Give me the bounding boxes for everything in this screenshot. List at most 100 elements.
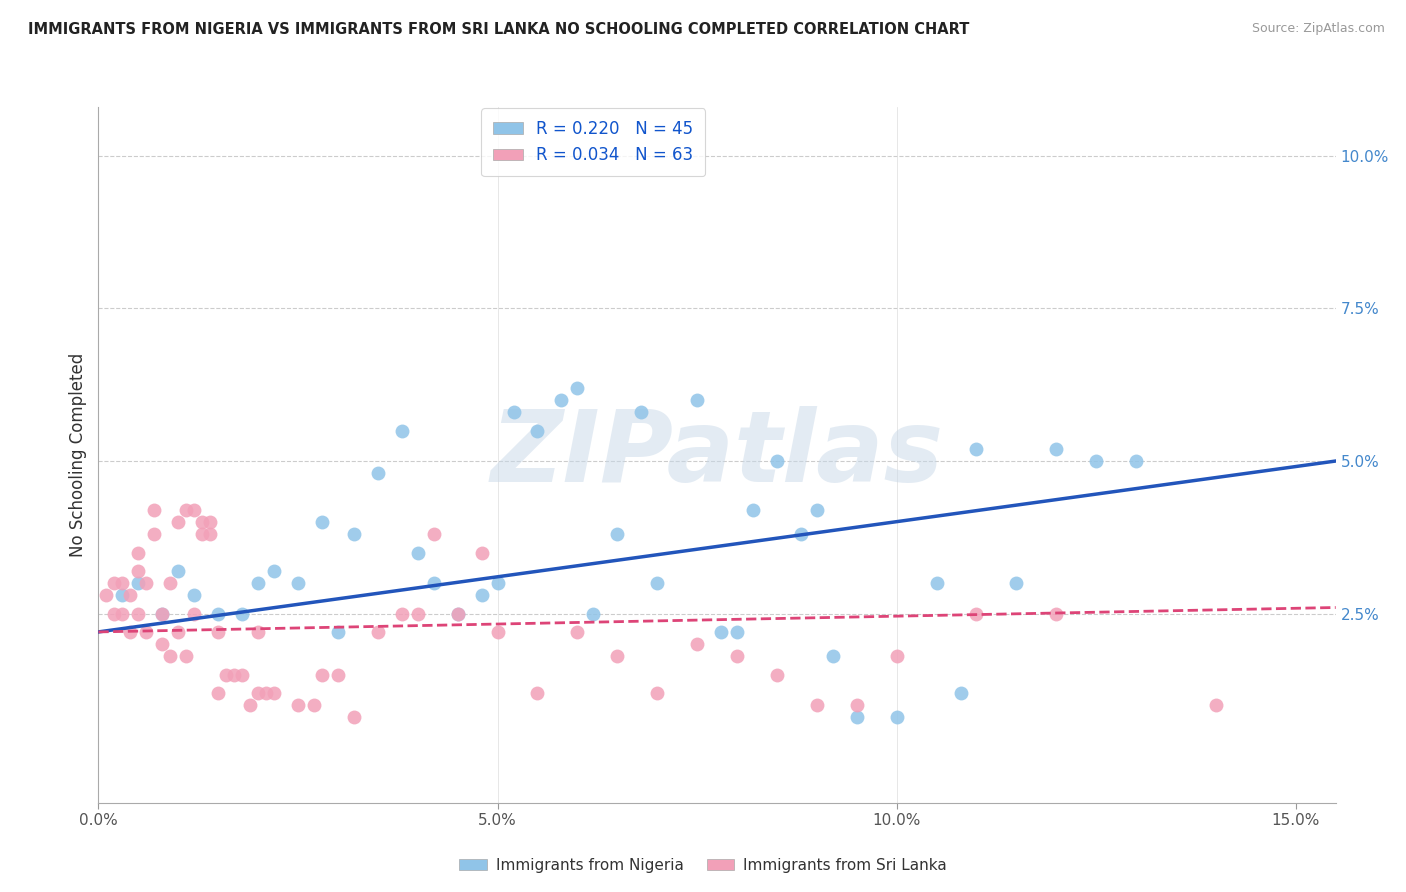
Point: [198, 527, 221, 541]
Point: [567, 381, 589, 395]
Point: [103, 607, 125, 621]
Point: [127, 545, 149, 559]
Point: [143, 527, 166, 541]
Point: [120, 624, 142, 639]
Point: [471, 545, 494, 559]
Point: [446, 607, 468, 621]
Point: [502, 405, 524, 419]
Point: [966, 442, 988, 456]
Point: [710, 624, 733, 639]
Point: [263, 564, 285, 578]
Point: [207, 624, 229, 639]
Point: [725, 649, 748, 664]
Point: [343, 710, 366, 724]
Point: [191, 527, 214, 541]
Point: [343, 527, 366, 541]
Point: [183, 588, 205, 602]
Point: [302, 698, 325, 713]
Point: [606, 649, 628, 664]
Point: [120, 588, 142, 602]
Point: [183, 607, 205, 621]
Text: Source: ZipAtlas.com: Source: ZipAtlas.com: [1251, 22, 1385, 36]
Point: [135, 624, 157, 639]
Point: [1005, 576, 1028, 591]
Point: [422, 576, 444, 591]
Point: [96, 588, 118, 602]
Point: [1125, 454, 1147, 468]
Point: [224, 667, 246, 681]
Point: [886, 649, 908, 664]
Point: [806, 698, 828, 713]
Legend: R = 0.220   N = 45, R = 0.034   N = 63: R = 0.220 N = 45, R = 0.034 N = 63: [481, 109, 706, 176]
Point: [725, 624, 748, 639]
Point: [806, 503, 828, 517]
Point: [422, 527, 444, 541]
Point: [287, 576, 309, 591]
Point: [174, 649, 197, 664]
Point: [406, 545, 429, 559]
Point: [103, 576, 125, 591]
Point: [686, 392, 709, 407]
Point: [526, 424, 548, 438]
Point: [311, 515, 333, 529]
Point: [231, 607, 253, 621]
Point: [582, 607, 605, 621]
Point: [247, 576, 270, 591]
Point: [254, 686, 277, 700]
Point: [111, 576, 134, 591]
Point: [150, 607, 173, 621]
Point: [391, 607, 413, 621]
Point: [150, 637, 173, 651]
Legend: Immigrants from Nigeria, Immigrants from Sri Lanka: Immigrants from Nigeria, Immigrants from…: [451, 850, 955, 880]
Point: [925, 576, 948, 591]
Y-axis label: No Schooling Completed: No Schooling Completed: [69, 353, 87, 557]
Point: [686, 637, 709, 651]
Point: [845, 710, 868, 724]
Point: [111, 607, 134, 621]
Point: [966, 607, 988, 621]
Point: [239, 698, 262, 713]
Point: [311, 667, 333, 681]
Point: [127, 607, 149, 621]
Point: [886, 710, 908, 724]
Point: [367, 467, 389, 481]
Point: [167, 515, 190, 529]
Point: [326, 667, 349, 681]
Point: [150, 607, 173, 621]
Point: [135, 576, 157, 591]
Point: [367, 624, 389, 639]
Point: [174, 503, 197, 517]
Point: [191, 515, 214, 529]
Point: [247, 624, 270, 639]
Point: [845, 698, 868, 713]
Point: [326, 624, 349, 639]
Point: [127, 564, 149, 578]
Point: [567, 624, 589, 639]
Point: [766, 667, 789, 681]
Text: ZIPatlas: ZIPatlas: [491, 407, 943, 503]
Point: [198, 515, 221, 529]
Point: [263, 686, 285, 700]
Point: [949, 686, 972, 700]
Point: [159, 576, 181, 591]
Point: [167, 564, 190, 578]
Point: [821, 649, 844, 664]
Point: [606, 527, 628, 541]
Point: [1085, 454, 1108, 468]
Point: [391, 424, 413, 438]
Point: [550, 392, 572, 407]
Point: [1205, 698, 1227, 713]
Point: [486, 576, 509, 591]
Point: [231, 667, 253, 681]
Point: [215, 667, 238, 681]
Point: [630, 405, 652, 419]
Point: [526, 686, 548, 700]
Point: [1045, 442, 1067, 456]
Point: [127, 576, 149, 591]
Point: [1045, 607, 1067, 621]
Text: IMMIGRANTS FROM NIGERIA VS IMMIGRANTS FROM SRI LANKA NO SCHOOLING COMPLETED CORR: IMMIGRANTS FROM NIGERIA VS IMMIGRANTS FR…: [28, 22, 970, 37]
Point: [766, 454, 789, 468]
Point: [207, 686, 229, 700]
Point: [446, 607, 468, 621]
Point: [742, 503, 765, 517]
